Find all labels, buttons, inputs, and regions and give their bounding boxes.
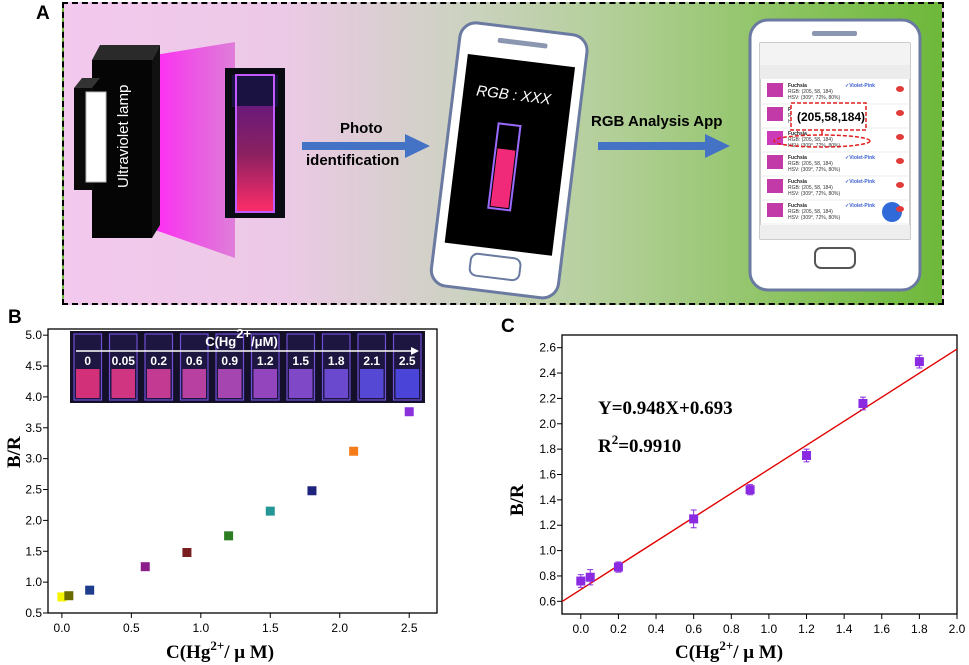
app-row-name: Fuchsia: [788, 203, 807, 209]
arrow-photo: [302, 134, 430, 158]
arrow-app: [598, 134, 730, 158]
app-row-tag: ✓Violet-Pink: [845, 203, 875, 209]
panel-c-label: C: [501, 316, 515, 337]
app-row-hsv: HSV: (309°, 72%, 80%): [788, 167, 840, 173]
app-row-tag: ✓Violet-Pink: [845, 155, 875, 161]
app-row-delete: [896, 86, 904, 92]
app-row-name: Fuchsia: [788, 83, 807, 89]
app-row-rgb: RGB: (205, 58, 184): [788, 137, 833, 143]
arrow1-label-line2: identification: [306, 152, 399, 169]
app-row-hsv: HSV: (309°, 72%, 80%): [788, 95, 840, 101]
app-row-hsv: HSV: (309°, 72%, 80%): [788, 215, 840, 221]
app-row-swatch: [767, 155, 783, 169]
app-row-delete: [896, 182, 904, 188]
app-row-hsv: HSV: (309°, 72%, 80%): [788, 143, 840, 149]
app-row-rgb: RGB: (205, 58, 184): [788, 209, 833, 215]
app-row-swatch: [767, 203, 783, 217]
callout-rgb-value: (205,58,184): [797, 110, 865, 124]
arrow2-label: RGB Analysis App: [591, 113, 722, 130]
lamp-label: Ultraviolet lamp: [115, 85, 132, 188]
app-row-delete: [896, 158, 904, 164]
uv-beam: [155, 42, 235, 258]
app-row-swatch: [767, 83, 783, 97]
app-row-name: Fuchsia: [788, 179, 807, 185]
app-row-rgb: RGB: (205, 58, 184): [788, 185, 833, 191]
app-row-swatch: [767, 107, 783, 121]
app-row-tag: ✓Violet-Pink: [845, 179, 875, 185]
app-row-rgb: RGB: (205, 58, 184): [788, 89, 833, 95]
panel-a-label: A: [36, 3, 50, 24]
arrow1-label-line1: Photo: [340, 120, 383, 137]
phone-capture: RGB : XXX: [429, 21, 589, 300]
app-row-delete: [896, 110, 904, 116]
app-row-delete: [896, 206, 904, 212]
app-row-delete: [896, 134, 904, 140]
cuvette: [225, 68, 285, 218]
app-row-name: Fuchsia: [788, 131, 807, 137]
app-row-name: Fuchsia: [788, 155, 807, 161]
panel-b-label: B: [8, 307, 22, 328]
app-row-rgb: RGB: (205, 58, 184): [788, 161, 833, 167]
app-row-swatch: [767, 131, 783, 145]
app-row-hsv: HSV: (309°, 72%, 80%): [788, 191, 840, 197]
app-row-tag: ✓Violet-Pink: [845, 83, 875, 89]
uv-lamp: Ultraviolet lamp: [74, 45, 160, 238]
app-row-swatch: [767, 179, 783, 193]
